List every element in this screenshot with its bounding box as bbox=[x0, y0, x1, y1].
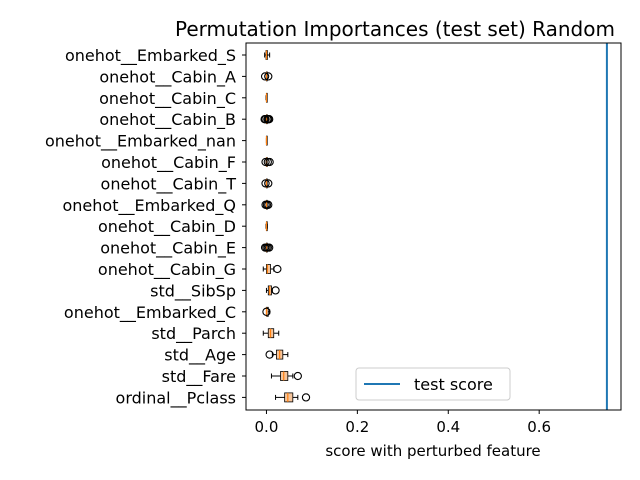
y-tick-label: onehot__Cabin_E bbox=[100, 239, 236, 259]
y-tick-label: onehot__Cabin_B bbox=[99, 110, 236, 130]
legend: test score bbox=[355, 367, 511, 401]
box-std__Age bbox=[265, 349, 289, 360]
chart-title: Permutation Importances (test set) Rando… bbox=[175, 17, 615, 41]
box-std__Parch bbox=[262, 328, 280, 339]
flier-point bbox=[265, 115, 274, 124]
box-onehot__Cabin_E bbox=[260, 242, 274, 253]
iqr-box bbox=[284, 392, 294, 403]
box-onehot__Cabin_A bbox=[260, 71, 273, 82]
box-onehot__Embarked_C bbox=[262, 306, 271, 317]
x-axis-label: score with perturbed feature bbox=[325, 442, 540, 460]
iqr-box bbox=[266, 264, 271, 274]
y-tick-label: std__SibSp bbox=[150, 281, 236, 301]
y-tick-label: onehot__Cabin_F bbox=[101, 153, 236, 173]
flier-point bbox=[293, 371, 302, 381]
y-tick-label: std__Age bbox=[164, 346, 236, 366]
flier-point bbox=[265, 350, 274, 359]
flier-point bbox=[273, 264, 282, 274]
flier-point bbox=[264, 179, 273, 188]
x-tick-label: 0.0 bbox=[255, 418, 279, 436]
flier-point bbox=[262, 307, 271, 316]
box-onehot__Cabin_B bbox=[260, 114, 274, 125]
x-tick-label: 0.2 bbox=[345, 418, 369, 436]
y-tick-label: onehot__Embarked_S bbox=[65, 46, 236, 66]
plot-area bbox=[245, 42, 622, 411]
y-tick-label: onehot__Cabin_T bbox=[101, 174, 237, 194]
flier-point bbox=[261, 179, 270, 188]
box-onehot__Cabin_D bbox=[265, 221, 268, 232]
y-tick-label: ordinal__Pclass bbox=[116, 388, 236, 408]
flier-point bbox=[265, 243, 274, 252]
x-tick-label: 0.6 bbox=[527, 418, 551, 436]
y-tick-label: onehot__Embarked_Q bbox=[63, 196, 237, 216]
flier-point bbox=[260, 72, 270, 81]
axes-frame bbox=[245, 42, 622, 411]
box-onehot__Cabin_F bbox=[261, 157, 274, 167]
y-tick-label: onehot__Cabin_G bbox=[98, 260, 236, 280]
box-onehot__Embarked_nan bbox=[265, 135, 268, 146]
box-plot-layer bbox=[260, 50, 311, 403]
x-tick-label: 0.4 bbox=[436, 418, 460, 436]
y-tick-label: onehot__Embarked_C bbox=[64, 303, 236, 323]
box-onehot__Cabin_C bbox=[265, 92, 268, 103]
y-tick-label: onehot__Embarked_nan bbox=[45, 132, 236, 152]
flier-point bbox=[264, 72, 273, 81]
y-tick-label: std__Fare bbox=[162, 367, 236, 387]
box-std__SibSp bbox=[265, 285, 280, 296]
legend-test-score-label: test score bbox=[414, 375, 493, 394]
box-std__Fare bbox=[270, 371, 302, 381]
legend-box bbox=[355, 367, 511, 401]
y-tick-label: onehot__Cabin_A bbox=[99, 67, 236, 87]
box-onehot__Embarked_Q bbox=[261, 199, 273, 210]
flier-point bbox=[271, 286, 280, 295]
y-tick-label: onehot__Cabin_D bbox=[98, 217, 236, 237]
flier-point bbox=[261, 157, 270, 167]
flier-point bbox=[265, 157, 274, 167]
box-ordinal__Pclass bbox=[275, 392, 311, 403]
box-onehot__Cabin_T bbox=[261, 178, 273, 189]
flier-point bbox=[264, 200, 273, 209]
y-tick-label: std__Parch bbox=[151, 324, 236, 344]
flier-point bbox=[301, 393, 311, 402]
box-onehot__Embarked_S bbox=[264, 50, 271, 60]
y-tick-label: onehot__Cabin_C bbox=[99, 89, 236, 109]
y-axis-ticks: onehot__Embarked_Sonehot__Cabin_Aonehot_… bbox=[45, 46, 246, 408]
x-axis-ticks: 0.0 0.2 0.4 0.6 bbox=[255, 410, 551, 436]
box-onehot__Cabin_G bbox=[262, 264, 282, 274]
